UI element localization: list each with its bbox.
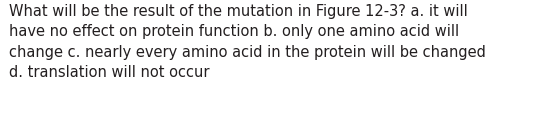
Text: What will be the result of the mutation in Figure 12-3? a. it will
have no effec: What will be the result of the mutation … bbox=[9, 4, 486, 80]
